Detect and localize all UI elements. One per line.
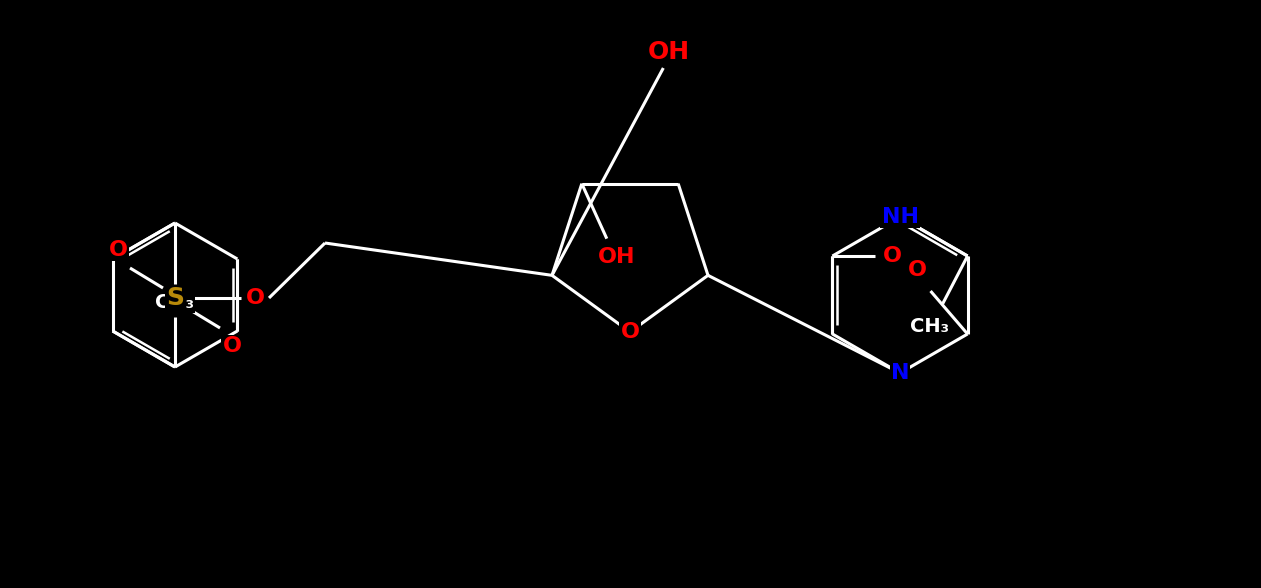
- Text: O: O: [108, 240, 127, 260]
- Text: CH₃: CH₃: [155, 293, 194, 312]
- Text: OH: OH: [598, 246, 636, 267]
- Text: CH₃: CH₃: [910, 316, 950, 336]
- Text: NH: NH: [881, 207, 918, 227]
- Text: OH: OH: [647, 40, 690, 64]
- Text: O: O: [620, 322, 639, 342]
- Text: O: O: [222, 336, 242, 356]
- Text: S: S: [166, 286, 184, 310]
- Text: O: O: [246, 288, 265, 308]
- Text: N: N: [890, 363, 909, 383]
- Text: O: O: [908, 260, 927, 280]
- Text: O: O: [883, 246, 902, 266]
